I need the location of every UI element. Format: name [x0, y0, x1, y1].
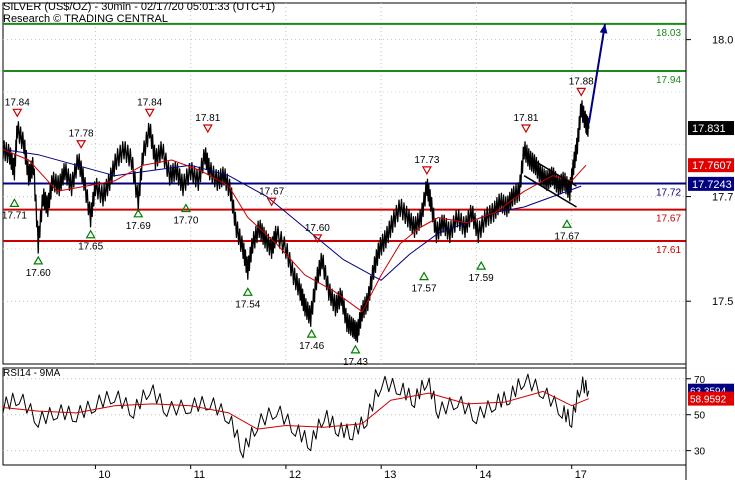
rsi-title: RSI14 - 9MA — [3, 368, 61, 379]
level-label: 17.61 — [656, 245, 681, 256]
pivot-high-marker — [576, 87, 587, 97]
price-badge-label: 17.7607 — [692, 160, 732, 172]
x-tick-label: 11 — [194, 469, 205, 480]
pivot-low-marker — [85, 229, 96, 239]
rsi-badge-label: 58.9592 — [690, 395, 727, 406]
level-label: 17.94 — [656, 75, 681, 86]
level-label: 17.72 — [656, 188, 681, 199]
rsi-tick-label: 30 — [694, 447, 706, 458]
pivot-high-label: 17.67 — [259, 186, 284, 197]
pivot-low-marker — [9, 198, 20, 207]
price-badge — [688, 121, 734, 136]
pivot-high-marker — [12, 108, 23, 118]
pivot-high-marker — [266, 197, 277, 207]
projection-arrow-shaft — [587, 23, 607, 124]
price-badge-label: 17.7243 — [692, 179, 732, 191]
pivot-high-marker — [520, 124, 532, 134]
pivot-high-label: 17.78 — [69, 129, 94, 140]
pivot-low-marker — [33, 255, 44, 265]
support-resistance-levels: 18.03 17.94 17.72 17.67 17.61 — [3, 22, 686, 256]
pivot-high-marker — [76, 140, 87, 149]
chart-source: Research © TRADING CENTRAL — [3, 13, 168, 25]
pivot-high-marker — [312, 234, 323, 244]
projection-arrow-head — [599, 23, 608, 34]
pivot-low-label: 17.43 — [343, 357, 368, 368]
chart-title: SILVER (US$/OZ) - 30min - 02/17/20 05:01… — [3, 1, 276, 13]
pivot-low-marker — [133, 208, 144, 218]
pivot-high-label: 17.84 — [137, 97, 162, 108]
pivot-low-marker — [561, 219, 572, 228]
pivot-low-label: 17.60 — [26, 268, 51, 279]
y-tick-label: 17.7 — [712, 192, 733, 204]
pivot-high-marker — [202, 124, 213, 134]
pivot-low-label: 17.70 — [173, 216, 198, 227]
price-line — [2, 100, 590, 343]
pivot-high-label: 17.81 — [513, 113, 538, 124]
rsi-series — [2, 373, 590, 459]
pivot-markers: 17.84 17.78 17.84 17.81 17.67 17.60 17.73 17.81… — [2, 76, 594, 367]
pivot-low-marker — [476, 260, 487, 270]
rsi-badge — [688, 391, 734, 406]
pivot-low-marker — [242, 287, 253, 296]
price-badge — [688, 176, 734, 191]
rsi-tick-label: 50 — [694, 411, 706, 422]
price-series — [2, 23, 608, 343]
x-tick-label: 13 — [384, 469, 396, 480]
x-tick-label: 12 — [289, 469, 301, 480]
slow-moving-average — [2, 149, 582, 281]
pivot-low-label: 17.69 — [126, 221, 151, 232]
pivot-low-marker — [306, 328, 317, 338]
rsi-axis: 70503063.359458.9592 — [686, 375, 734, 458]
pivot-high-label: 17.73 — [414, 155, 439, 166]
level-label: 18.03 — [656, 28, 681, 39]
pivot-low-marker — [180, 203, 191, 213]
pivot-low-label: 17.57 — [412, 284, 437, 295]
y-tick-label: 17.5 — [712, 296, 733, 308]
flag-pattern-line — [523, 175, 577, 208]
pivot-high-label: 17.81 — [195, 113, 220, 124]
x-tick-label: 17 — [575, 469, 587, 480]
pivot-high-label: 17.60 — [305, 223, 330, 234]
fast-moving-average — [2, 149, 587, 313]
rsi-line — [2, 373, 590, 459]
pivot-low-marker — [419, 271, 430, 281]
flag-pattern-line — [523, 154, 577, 187]
pivot-high-marker — [144, 108, 155, 118]
pivot-low-marker — [350, 344, 361, 354]
pivot-low-label: 17.67 — [554, 231, 579, 242]
pivot-low-label: 17.71 — [2, 210, 27, 221]
y-tick-label: 18.0 — [712, 35, 733, 47]
pivot-low-label: 17.46 — [299, 341, 324, 352]
pivot-high-marker — [421, 166, 432, 176]
level-label: 17.67 — [656, 214, 681, 225]
price-axis: 18.0 17.7 17.5 17.831 17.7607 17.7243 — [685, 0, 734, 480]
pivot-high-label: 17.84 — [5, 97, 30, 108]
x-tick-label: 14 — [479, 469, 491, 480]
pivot-low-label: 17.59 — [469, 273, 494, 284]
rsi-ma-line — [2, 390, 589, 430]
time-axis: 10 11 12 13 14 17 — [94, 465, 587, 480]
x-tick-label: 10 — [98, 469, 110, 480]
price-badge — [688, 158, 734, 173]
pivot-low-label: 17.65 — [78, 242, 103, 253]
price-badge-label: 17.831 — [692, 123, 726, 135]
rsi-tick-label: 70 — [694, 375, 706, 386]
pivot-high-label: 17.88 — [569, 76, 594, 87]
pivot-low-label: 17.54 — [235, 299, 260, 310]
